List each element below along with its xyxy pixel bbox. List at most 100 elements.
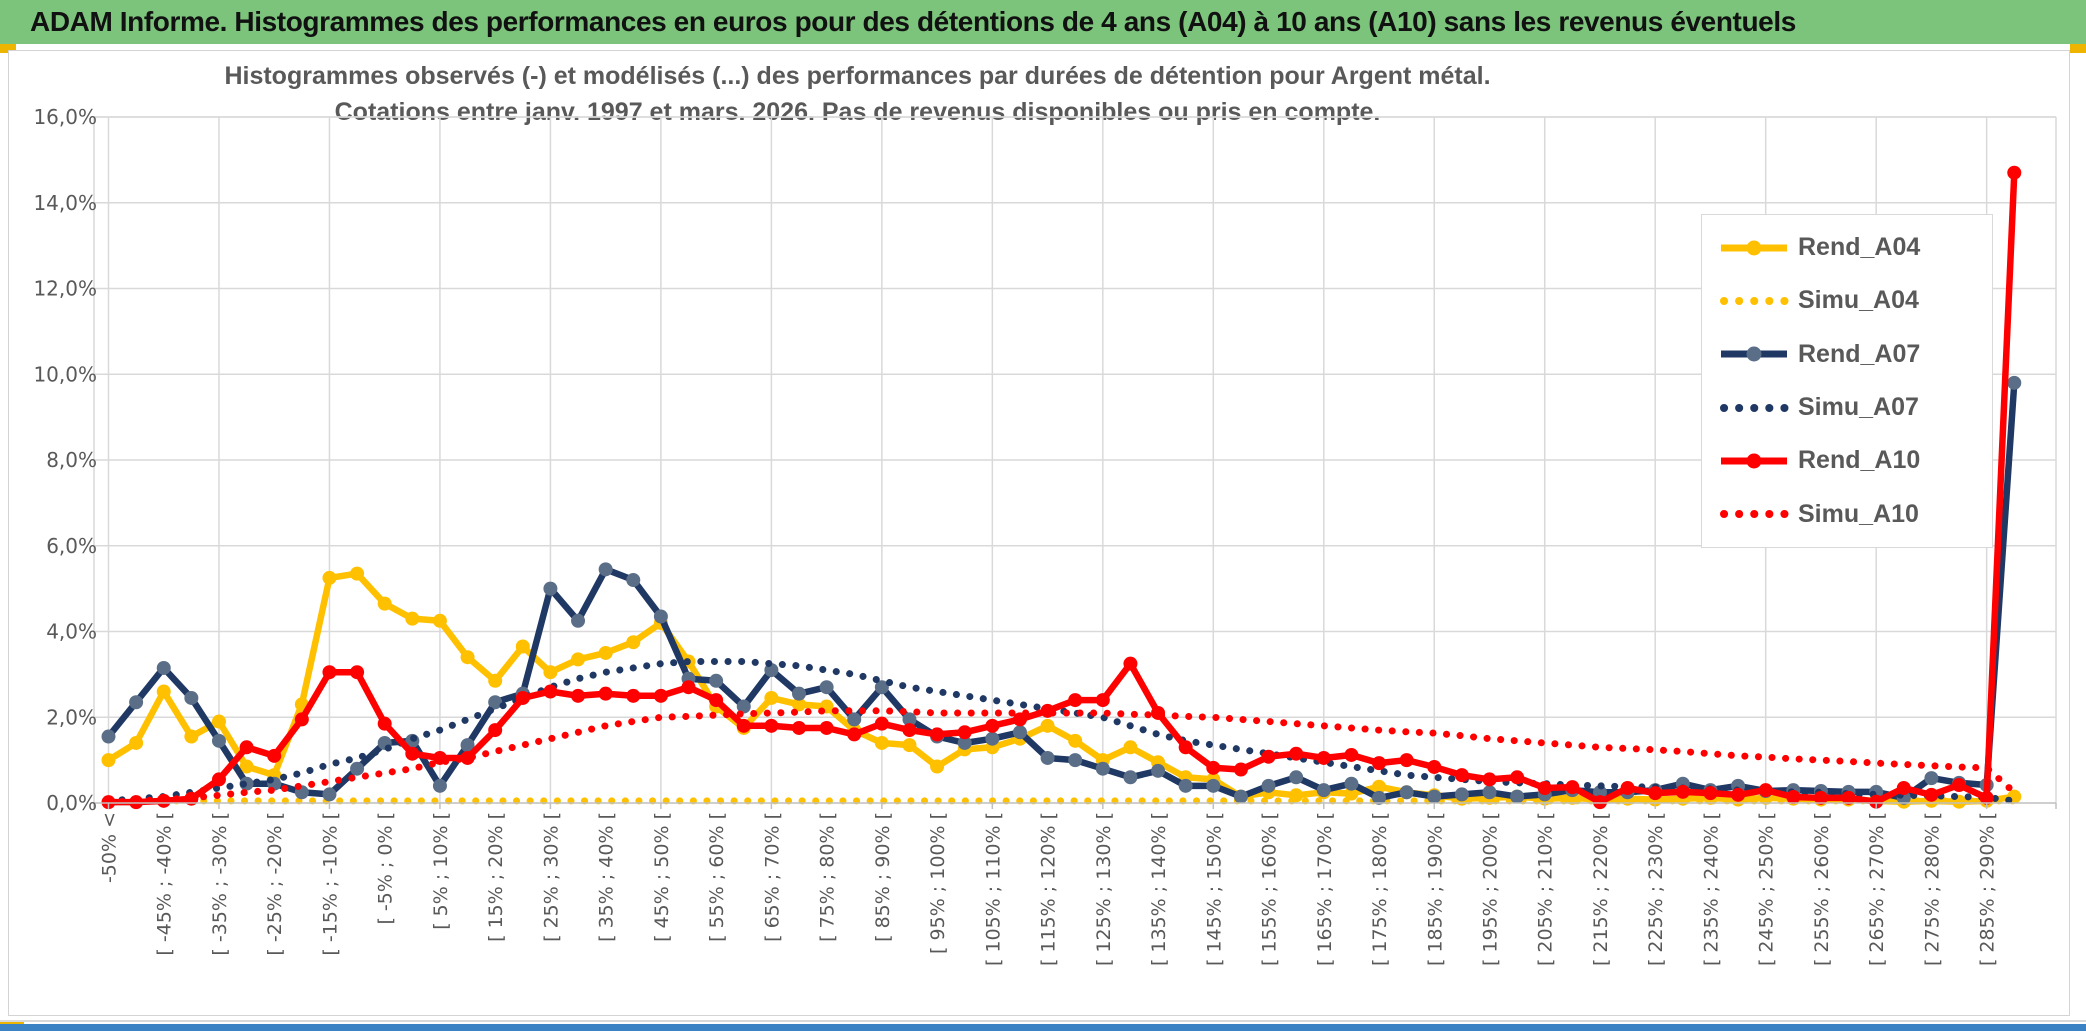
marker-rend_a10 [626, 688, 641, 703]
marker-rend_a10 [930, 727, 945, 742]
marker-rend_a04 [488, 673, 503, 688]
marker-rend_a10 [1869, 794, 1884, 809]
marker-rend_a10 [874, 716, 889, 731]
legend-line-sample [1721, 346, 1787, 362]
marker-rend_a10 [1372, 756, 1387, 771]
marker-rend_a10 [792, 720, 806, 735]
legend-item-rend-a04: Rend_A04 [1702, 225, 1992, 271]
footer-scrollbar[interactable] [0, 1024, 2086, 1031]
marker-rend_a07 [736, 699, 751, 714]
marker-rend_a10 [1233, 762, 1248, 777]
legend-label: Rend_A04 [1798, 233, 1921, 262]
x-axis-label: [ 155% ; 160% [ [1259, 812, 1281, 966]
x-axis-label: [ 275% ; 280% [ [1921, 812, 1943, 966]
marker-rend_a10 [1786, 789, 1801, 804]
marker-rend_a10 [322, 665, 337, 680]
marker-rend_a10 [1675, 784, 1690, 799]
marker-rend_a10 [957, 725, 972, 740]
x-axis-label: [ -35% ; -30% [ [209, 812, 231, 956]
marker-rend_a10 [1648, 786, 1663, 801]
marker-rend_a07 [432, 778, 447, 793]
marker-rend_a07 [1040, 750, 1055, 765]
legend-line-sample [1720, 403, 1790, 412]
marker-rend_a10 [1261, 749, 1276, 764]
legend-line-sample [1720, 510, 1790, 519]
x-axis-label: [ 135% ; 140% [ [1148, 812, 1170, 966]
legend-line-sample [1720, 296, 1790, 305]
marker-rend_a10 [1399, 753, 1414, 768]
marker-rend_a10 [1344, 747, 1359, 762]
y-axis-label: 6,0% [46, 534, 97, 558]
chart-title: Histogrammes observés (-) et modélisés (… [200, 58, 1515, 130]
marker-rend_a10 [294, 712, 309, 727]
y-axis-label: 4,0% [46, 620, 97, 644]
marker-rend_a04 [129, 735, 144, 750]
marker-rend_a10 [405, 746, 420, 761]
marker-rend_a10 [985, 718, 1000, 733]
marker-rend_a04 [101, 753, 116, 768]
series-rend_a10 [108, 172, 2018, 806]
marker-rend_a10 [819, 720, 834, 735]
marker-rend_a10 [350, 665, 365, 680]
marker-rend_a10 [709, 693, 724, 708]
legend-sample-marker [1746, 346, 1762, 362]
marker-rend_a07 [1399, 785, 1414, 800]
marker-rend_a10 [1896, 780, 1911, 795]
legend-item-simu-a04: Simu_A04 [1702, 278, 1992, 324]
marker-rend_a10 [1841, 790, 1856, 805]
marker-rend_a07 [1206, 778, 1221, 793]
marker-rend_a10 [1510, 770, 1525, 785]
x-axis-label: [ -15% ; -10% [ [320, 812, 342, 956]
marker-rend_a10 [515, 690, 530, 705]
x-axis-label: [ 5% ; 10% [ [430, 812, 452, 930]
legend-item-rend-a10: Rend_A10 [1702, 438, 1992, 484]
marker-rend_a04 [156, 684, 171, 699]
marker-rend_a10 [488, 723, 503, 738]
marker-rend_a10 [239, 740, 254, 755]
x-axis-label: [ -45% ; -40% [ [154, 812, 176, 956]
marker-rend_a07 [156, 660, 171, 675]
gold-accent-top-left [0, 44, 16, 53]
marker-rend_a10 [1123, 656, 1138, 671]
marker-rend_a07 [819, 680, 834, 695]
marker-rend_a10 [1620, 780, 1635, 795]
marker-rend_a07 [1289, 770, 1304, 785]
x-axis-label: [ 265% ; 270% [ [1866, 812, 1888, 966]
marker-rend_a07 [543, 581, 558, 596]
series-simu_a07 [105, 658, 2018, 805]
page-title: ADAM Informe. Histogrammes des performan… [30, 6, 1796, 37]
marker-rend_a07 [460, 738, 475, 753]
marker-rend_a07 [1095, 761, 1110, 776]
x-axis-label: [ 95% ; 100% [ [927, 812, 949, 954]
marker-rend_a10 [1979, 790, 1994, 805]
marker-rend_a04 [874, 735, 889, 750]
legend-line-sample [1721, 240, 1787, 256]
sheet-header-bar: ADAM Informe. Histogrammes des performan… [0, 0, 2086, 44]
x-axis-label: [ 45% ; 50% [ [651, 812, 673, 942]
legend-item-rend-a07: Rend_A07 [1702, 331, 1992, 377]
marker-rend_a07 [1454, 787, 1469, 802]
marker-rend_a07 [1482, 785, 1497, 800]
marker-rend_a04 [211, 714, 226, 729]
marker-rend_a10 [1924, 787, 1939, 802]
y-axis-label: 0,0% [46, 791, 97, 815]
marker-rend_a10 [1012, 712, 1027, 727]
marker-rend_a07 [1261, 778, 1276, 793]
marker-rend_a10 [1592, 795, 1607, 810]
marker-rend_a10 [764, 718, 779, 733]
legend-line-sample [1721, 453, 1787, 469]
y-axis-label: 8,0% [46, 448, 97, 472]
marker-rend_a10 [543, 684, 558, 699]
gold-accent-top-right [2070, 44, 2086, 53]
marker-rend_a10 [1178, 740, 1193, 755]
legend-label: Rend_A07 [1798, 339, 1921, 368]
marker-rend_a07 [2007, 375, 2022, 390]
marker-rend_a04 [515, 639, 530, 654]
marker-rend_a07 [709, 673, 724, 688]
marker-rend_a04 [902, 738, 917, 753]
marker-rend_a10 [1758, 783, 1773, 798]
x-axis-label: [ 65% ; 70% [ [761, 812, 783, 942]
marker-rend_a04 [377, 596, 392, 611]
marker-rend_a10 [1813, 790, 1828, 805]
marker-rend_a07 [211, 733, 226, 748]
